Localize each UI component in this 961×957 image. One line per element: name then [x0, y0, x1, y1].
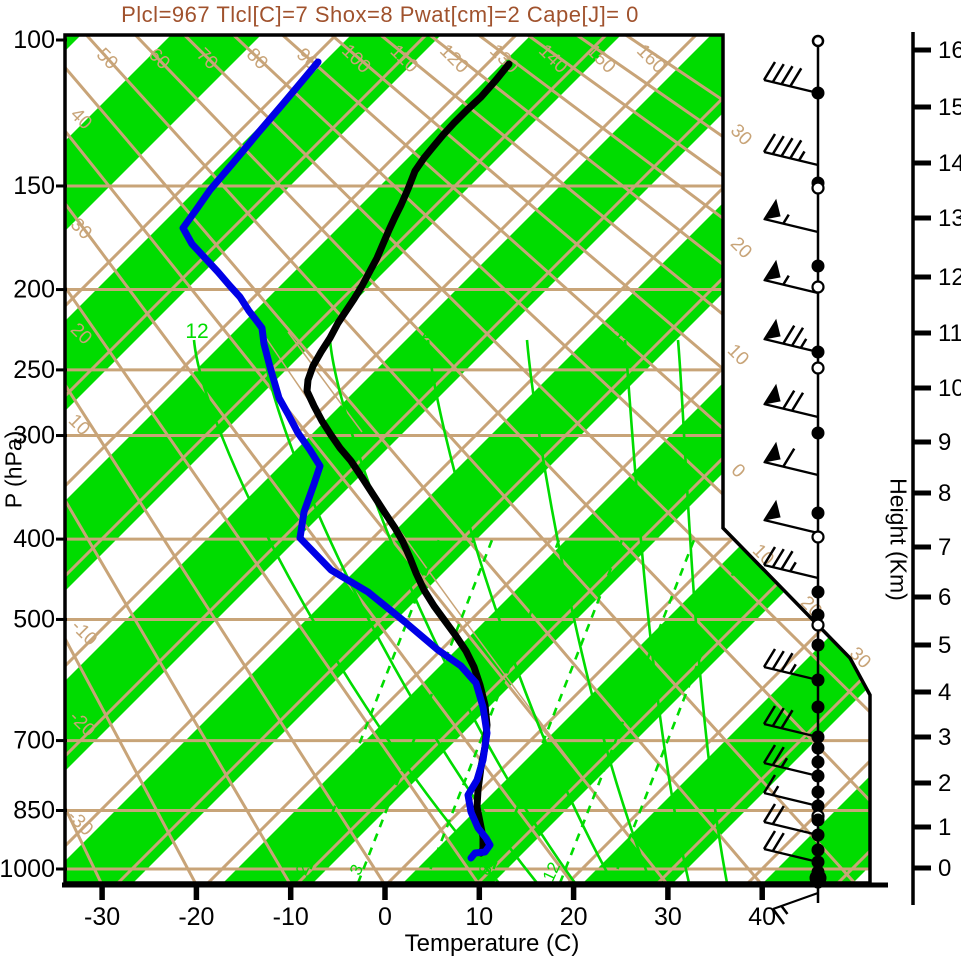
svg-text:24: 24	[421, 320, 445, 343]
svg-text:0: 0	[938, 855, 951, 882]
svg-text:10: 10	[938, 375, 961, 402]
svg-text:0: 0	[727, 460, 749, 482]
svg-text:120: 120	[435, 40, 472, 77]
svg-text:6: 6	[938, 584, 951, 611]
pressure-axis: 100 150 200 250 300 400 500 700 850 1000	[0, 26, 67, 883]
svg-text:150: 150	[13, 172, 55, 200]
svg-text:20: 20	[726, 233, 756, 263]
chart-title: Plcl=967 Tlcl[C]=7 Shox=8 Pwat[cm]=2 Cap…	[121, 2, 639, 27]
svg-text:300: 300	[13, 422, 55, 450]
staff-top-circle-icon	[811, 34, 825, 48]
svg-text:100: 100	[13, 26, 55, 54]
svg-text:0: 0	[378, 903, 392, 931]
svg-text:-10: -10	[67, 616, 101, 650]
svg-text:5: 5	[938, 632, 951, 659]
svg-text:200: 200	[13, 276, 55, 304]
svg-text:1: 1	[938, 814, 951, 841]
svg-text:16: 16	[938, 37, 961, 64]
temperature-axis-title: Temperature (C)	[404, 930, 580, 957]
svg-text:-10: -10	[273, 903, 309, 931]
svg-text:2: 2	[938, 770, 951, 797]
dewpoint-curve	[179, 58, 494, 862]
svg-text:40: 40	[748, 903, 776, 931]
svg-text:-20: -20	[178, 903, 214, 931]
svg-text:10: 10	[723, 340, 753, 370]
line-labels-right-edge: 30 20 10 0	[723, 120, 756, 482]
svg-text:8: 8	[938, 480, 951, 507]
svg-text:700: 700	[13, 727, 55, 755]
svg-text:7: 7	[938, 534, 951, 561]
svg-text:30: 30	[654, 903, 682, 931]
svg-text:20: 20	[560, 903, 588, 931]
svg-text:3: 3	[346, 861, 367, 878]
svg-text:14: 14	[938, 150, 961, 177]
svg-text:400: 400	[13, 525, 55, 553]
svg-text:-30: -30	[84, 903, 120, 931]
svg-text:13: 13	[938, 205, 961, 232]
svg-text:850: 850	[13, 796, 55, 824]
svg-text:12: 12	[938, 264, 961, 291]
svg-text:30: 30	[726, 120, 756, 150]
moist-adiabat-lines	[192, 339, 729, 883]
svg-text:32: 32	[610, 320, 633, 343]
svg-text:10: 10	[465, 903, 493, 931]
svg-text:4: 4	[938, 679, 951, 706]
svg-text:11: 11	[938, 320, 961, 347]
svg-text:9: 9	[938, 429, 951, 456]
svg-text:250: 250	[13, 356, 55, 384]
mixing-ratio-lines	[303, 539, 748, 883]
svg-text:1000: 1000	[0, 855, 55, 883]
temperature-axis: -30 -20 -10 0 10 20 30 40	[62, 882, 888, 931]
svg-text:12: 12	[185, 320, 208, 343]
svg-text:3: 3	[938, 724, 951, 751]
svg-text:500: 500	[13, 605, 55, 633]
wind-barb-column	[762, 34, 827, 925]
svg-text:15: 15	[938, 94, 961, 121]
svg-text:160: 160	[632, 40, 669, 77]
